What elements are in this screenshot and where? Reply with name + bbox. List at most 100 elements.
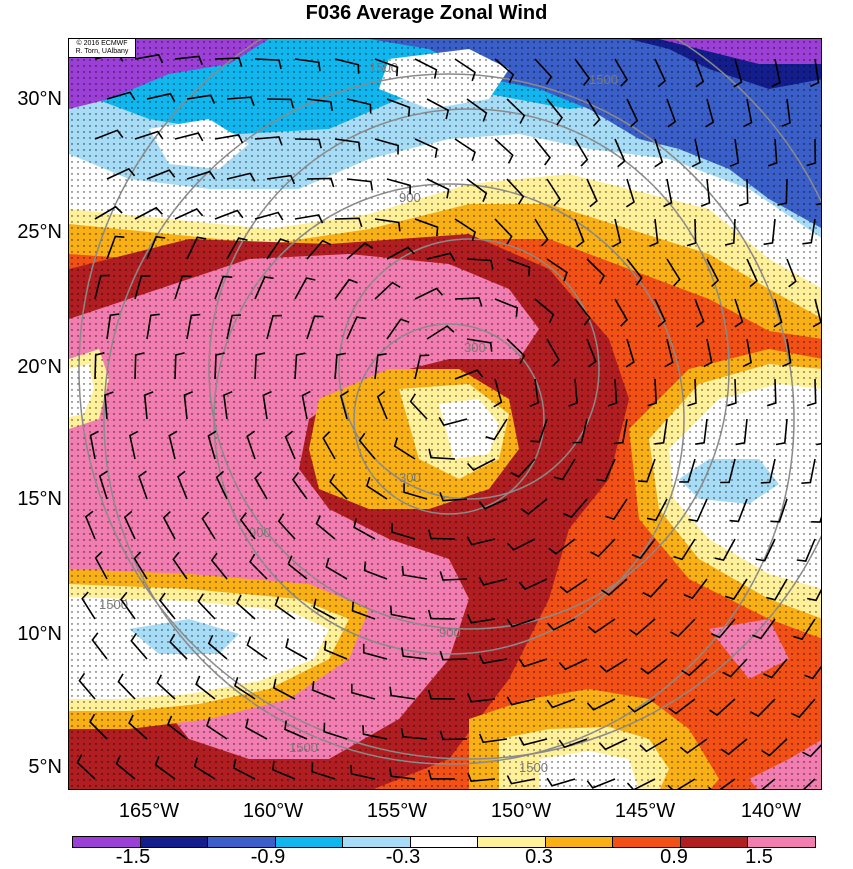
- wind-barb: [786, 258, 797, 288]
- wind-barb: [285, 638, 308, 660]
- wind-barb: [428, 529, 456, 540]
- wind-barb: [214, 209, 244, 220]
- wind-barb: [427, 609, 456, 620]
- wind-barb: [466, 536, 496, 546]
- wind-barb: [466, 258, 494, 270]
- wind-barb: [467, 772, 496, 783]
- zonal-wind-field: 300 300 900 900 900 1500 1500 1500 1500 …: [69, 39, 821, 789]
- wind-barb: [631, 538, 656, 560]
- wind-barb: [506, 538, 536, 551]
- wind-barb: [601, 578, 628, 596]
- wind-barb: [586, 778, 616, 789]
- wind-barb: [401, 566, 428, 580]
- wind-barb: [724, 578, 748, 600]
- lat-label: 15°N: [17, 488, 62, 510]
- wind-barb: [614, 58, 629, 87]
- wind-barb: [558, 658, 588, 671]
- wind-barb: [374, 281, 401, 300]
- wind-barb: [720, 738, 748, 756]
- wind-barb: [720, 458, 736, 484]
- colorbar-swatch: [410, 837, 479, 847]
- wind-barb: [94, 352, 105, 380]
- wind-barb: [311, 762, 336, 780]
- wind-barb: [687, 378, 697, 407]
- colorbar-swatch: [545, 837, 614, 847]
- wind-barb: [801, 458, 816, 484]
- wind-barb: [374, 138, 399, 155]
- wind-barb: [339, 390, 349, 420]
- wind-barb: [654, 138, 664, 168]
- wind-barb: [156, 674, 176, 700]
- wind-barb: [681, 658, 708, 677]
- wind-barb: [117, 673, 136, 700]
- wind-barb: [493, 378, 503, 408]
- lon-label: 155°W: [366, 800, 428, 822]
- wind-barb: [729, 138, 740, 168]
- wind-barb: [518, 578, 548, 591]
- wind-barb: [466, 338, 493, 352]
- wind-barb: [811, 516, 821, 523]
- wind-barb: [654, 58, 667, 88]
- wind-barb: [91, 632, 108, 660]
- wind-barbs: [76, 52, 821, 789]
- wind-barb: [454, 297, 483, 307]
- wind-barb: [346, 242, 374, 260]
- wind-barb: [158, 592, 176, 620]
- range-rings: [78, 39, 821, 765]
- wind-barb: [640, 658, 668, 675]
- colorbar-label: 1.5: [745, 846, 773, 868]
- wind-barb: [626, 778, 656, 789]
- wind-barb: [374, 58, 399, 77]
- wind-barb: [351, 683, 376, 700]
- wind-barb: [143, 391, 154, 420]
- wind-barb: [574, 298, 591, 326]
- lon-label: 165°W: [118, 800, 180, 822]
- wind-barb: [306, 239, 332, 260]
- wind-barb: [771, 58, 781, 88]
- wind-barb: [546, 98, 564, 126]
- wind-barb: [637, 458, 656, 483]
- wind-barb: [374, 353, 387, 380]
- wind-barb: [254, 58, 282, 70]
- wind-barb: [334, 138, 361, 152]
- wind-barb: [323, 722, 348, 740]
- wind-barb: [777, 178, 788, 206]
- wind-barb: [294, 138, 322, 149]
- wind-barb: [362, 725, 388, 740]
- wind-barb: [414, 354, 430, 380]
- wind-barb: [169, 633, 188, 660]
- wind-barb: [559, 578, 588, 594]
- wind-barb: [590, 538, 616, 558]
- wind-barb: [427, 769, 456, 780]
- wind-barb: [76, 754, 96, 780]
- wind-barb: [700, 178, 711, 207]
- wind-barb: [626, 98, 639, 128]
- wind-barb: [766, 378, 777, 407]
- lat-label: 10°N: [17, 623, 62, 645]
- wind-barb: [246, 430, 256, 460]
- wind-barb: [548, 538, 576, 555]
- wind-barb: [574, 138, 589, 167]
- wind-barb: [389, 686, 416, 700]
- wind-barb: [284, 430, 296, 460]
- wind-barb: [613, 418, 628, 445]
- wind-barb: [534, 298, 555, 324]
- wind-barb: [574, 58, 591, 86]
- wind-barb: [628, 618, 656, 636]
- wind-barb: [626, 258, 643, 286]
- wind-barb: [134, 275, 151, 300]
- wind-barb: [586, 338, 597, 368]
- wind-barb: [167, 715, 188, 740]
- wind-barb: [214, 275, 233, 300]
- wind-barb: [478, 576, 508, 586]
- wind-barb: [306, 315, 324, 340]
- wind-barb: [246, 636, 268, 660]
- wind-barb: [467, 693, 496, 703]
- wind-barb: [466, 178, 488, 202]
- wind-barb: [414, 58, 438, 79]
- wind-barb: [586, 258, 606, 285]
- wind-barb: [518, 658, 548, 668]
- wind-barb: [793, 618, 816, 641]
- wind-barb: [414, 218, 439, 237]
- wind-barb: [134, 206, 163, 220]
